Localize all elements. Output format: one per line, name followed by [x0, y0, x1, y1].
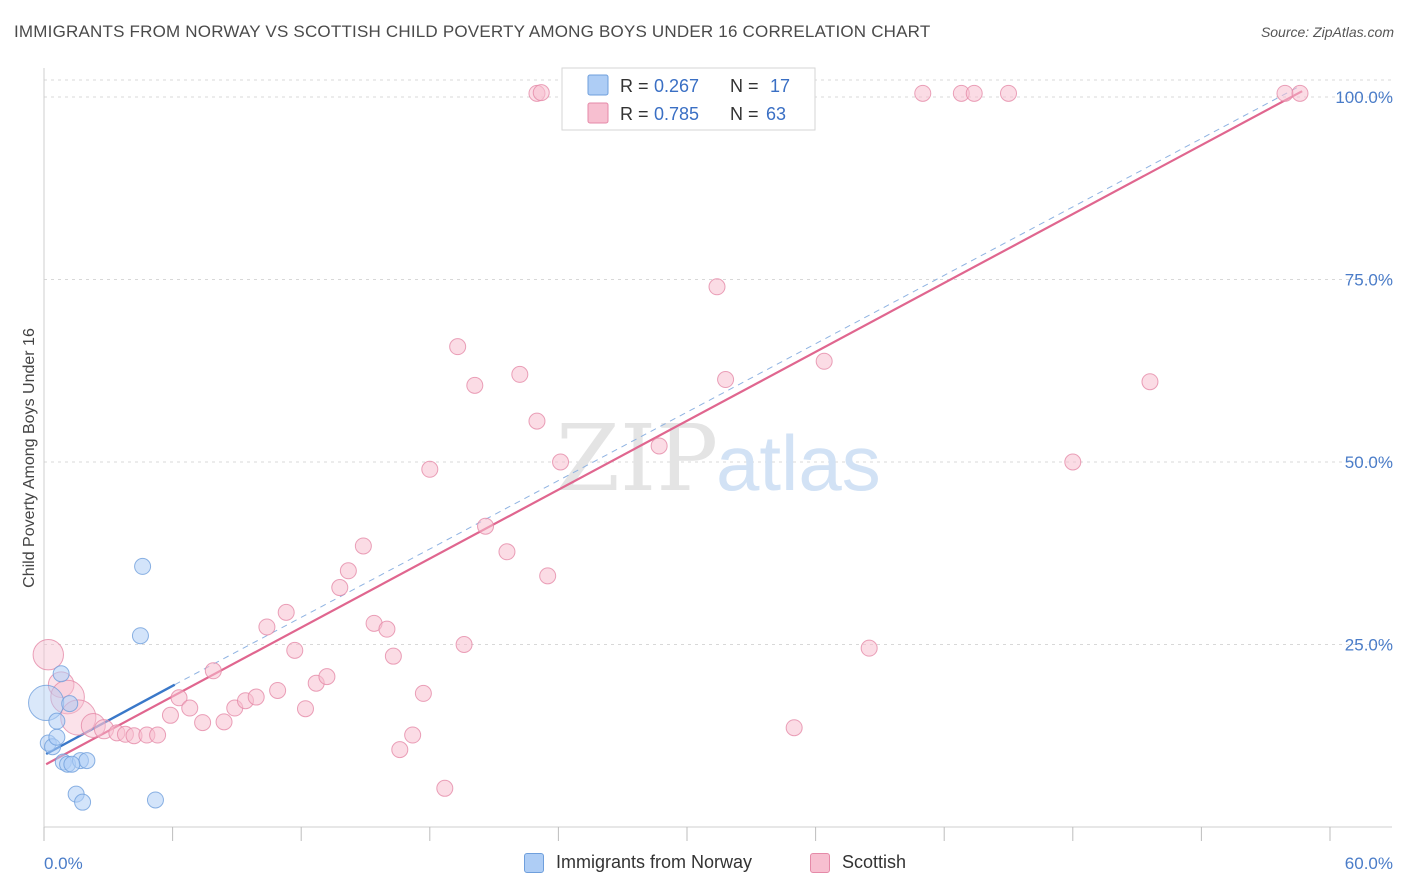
scottish-point	[414, 684, 432, 702]
scottish-point	[161, 706, 179, 724]
scottish-point	[815, 352, 833, 370]
scottish-point	[149, 726, 167, 744]
bottom-legend: Immigrants from Norway Scottish	[0, 852, 1406, 878]
scottish-point	[477, 517, 495, 535]
legend-box: R = 0.267 N = 17 R = 0.785 N = 63	[561, 67, 816, 131]
norway-point	[48, 728, 66, 746]
scottish-point	[331, 579, 349, 597]
norway-trendline	[45, 683, 176, 756]
scottish-point	[258, 618, 276, 636]
norway-point	[48, 712, 66, 730]
scottish-point	[1276, 84, 1294, 102]
scottish-point	[181, 699, 199, 717]
scottish-point	[384, 647, 402, 665]
scottish-point	[194, 714, 212, 732]
scottish-point	[708, 278, 726, 296]
y-tick-label: 100.0%	[1335, 88, 1393, 107]
scottish-point	[277, 603, 295, 621]
axis-layer: 25.0% 50.0% 75.0% 100.0% 0.0% 60.0%	[43, 68, 1393, 873]
bottom-legend-norway: Immigrants from Norway	[524, 852, 752, 873]
scottish-point	[80, 713, 106, 739]
y-tick-label: 25.0%	[1345, 636, 1393, 655]
scottish-point	[391, 741, 409, 759]
legend-r-value-scottish: 0.785	[654, 104, 699, 124]
norway-point	[61, 695, 79, 713]
chart-title: IMMIGRANTS FROM NORWAY VS SCOTTISH CHILD…	[14, 22, 931, 41]
scottish-point	[215, 713, 233, 731]
scottish-point	[354, 537, 372, 555]
scottish-point	[717, 371, 735, 389]
norway-point	[52, 665, 70, 683]
bottom-legend-label-norway: Immigrants from Norway	[556, 852, 753, 872]
legend-r-label-norway: R =	[620, 76, 649, 96]
scottish-point	[1141, 373, 1159, 391]
scottish-point	[449, 338, 467, 356]
scottish-point	[965, 84, 983, 102]
scottish-point	[339, 562, 357, 580]
x-tick-label-max: 60.0%	[1345, 854, 1393, 873]
norway-point	[63, 755, 81, 773]
bottom-legend-swatch-norway	[524, 852, 544, 873]
norway-point	[78, 752, 96, 770]
legend-n-label-norway: N =	[730, 76, 759, 96]
norway-point	[131, 627, 149, 645]
legend-swatch-norway	[587, 74, 609, 96]
watermark-atlas: atlas	[716, 419, 881, 507]
legend-swatch-scottish	[587, 102, 609, 124]
scottish-point	[1291, 84, 1309, 102]
scottish-point	[528, 412, 546, 430]
scottish-point	[378, 620, 396, 638]
scottish-point	[511, 365, 529, 383]
y-tick-label: 50.0%	[1345, 453, 1393, 472]
scottish-point	[32, 639, 64, 671]
scottish-point	[455, 636, 473, 653]
scottish-point	[318, 668, 336, 686]
scottish-point	[466, 376, 484, 394]
scottish-point	[421, 460, 439, 478]
norway-point	[134, 557, 152, 575]
points-layer	[28, 84, 1309, 811]
y-tick-label: 75.0%	[1345, 271, 1393, 290]
grid-layer	[44, 79, 1392, 645]
norway-trendline-extension	[174, 85, 1301, 686]
legend-n-value-scottish: 63	[766, 104, 786, 124]
y-axis-label: Child Poverty Among Boys Under 16	[21, 328, 38, 588]
legend-n-label-scottish: N =	[730, 104, 759, 124]
scottish-trendline	[45, 90, 1303, 766]
bottom-legend-scottish: Scottish	[810, 852, 906, 873]
scottish-point	[539, 567, 557, 585]
scottish-point	[498, 543, 516, 561]
scottish-point	[860, 639, 878, 657]
source-note: Source: ZipAtlas.com	[1260, 24, 1394, 40]
bottom-legend-swatch-scottish	[810, 852, 830, 873]
scottish-point	[269, 681, 287, 699]
scottish-point	[914, 84, 932, 102]
scottish-point	[204, 662, 222, 680]
watermark-zip: ZIP	[556, 405, 718, 512]
scottish-point	[286, 641, 304, 659]
legend-n-value-norway: 17	[770, 76, 790, 96]
scottish-point	[785, 719, 803, 737]
trend-layer	[45, 85, 1303, 766]
bottom-legend-label-scottish: Scottish	[842, 852, 907, 872]
norway-point	[146, 791, 164, 809]
scottish-point	[247, 688, 265, 706]
watermark: ZIP atlas	[556, 405, 881, 512]
scottish-point	[404, 726, 422, 744]
legend-r-value-norway: 0.267	[654, 76, 699, 96]
scottish-point	[1000, 84, 1017, 102]
norway-point	[74, 793, 92, 811]
scottish-point	[436, 779, 454, 797]
scottish-point	[296, 700, 314, 718]
x-tick-label-min: 0.0%	[44, 854, 83, 873]
scottish-point	[650, 437, 668, 455]
scottish-point	[532, 84, 550, 102]
scottish-point	[552, 453, 570, 471]
scottish-point	[170, 689, 188, 707]
legend-r-label-scottish: R =	[620, 104, 649, 124]
scottish-point	[1064, 453, 1082, 471]
